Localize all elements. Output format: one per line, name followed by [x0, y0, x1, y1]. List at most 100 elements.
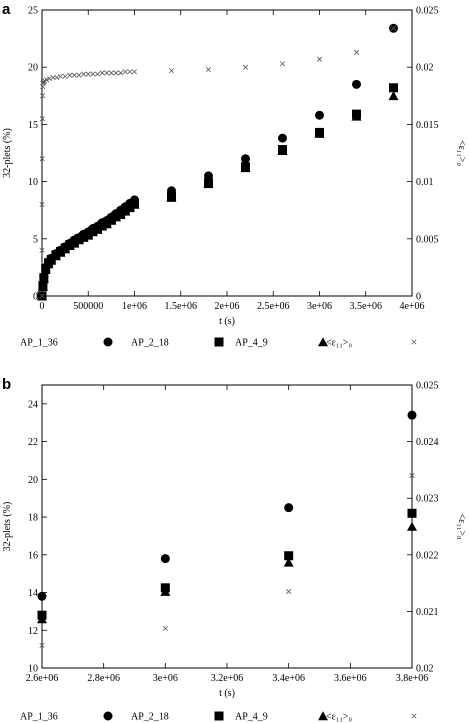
- p1-y2-axis-label: <ε₁₁>₀: [456, 514, 467, 540]
- p0-data-point: [76, 72, 82, 78]
- p1-legend-marker: [411, 713, 417, 719]
- p1-y-tick-label: 10: [28, 664, 38, 675]
- p0-y2-tick-label: 0.005: [416, 234, 439, 245]
- p1-y2-tick-label: 0.02: [416, 664, 434, 675]
- p0-data-point: [315, 110, 324, 120]
- p0-data-point: [241, 154, 250, 164]
- p0-y2-axis-label: <ε₁₁>₀: [456, 140, 467, 166]
- p1-x-tick-label: 2.8e+06: [87, 673, 120, 684]
- p1-x-tick-label: 3.2e+06: [211, 673, 244, 684]
- p0-y-tick-label: 15: [28, 120, 38, 131]
- p1-legend-label: AP_4_9: [235, 712, 268, 723]
- p1-series-3: [37, 521, 417, 624]
- p0-data-point: [40, 264, 51, 274]
- p1-legend-marker: [214, 711, 224, 721]
- p0-data-point: [57, 73, 64, 79]
- p0-legend-marker: [411, 339, 417, 345]
- p0-y-axis-label: 32-plets (%): [2, 128, 13, 178]
- panel-b-letter: b: [2, 376, 11, 393]
- p0-data-point: [127, 69, 133, 75]
- p0-data-point: [111, 212, 121, 222]
- p0-data-point: [46, 76, 52, 82]
- p0-x-tick-label: 4e+06: [399, 301, 424, 312]
- p0-y2-tick-label: 0.015: [416, 120, 439, 131]
- p1-y2-tick-label: 0.021: [416, 607, 439, 618]
- p1-data-point: [160, 586, 171, 596]
- p0-data-point: [85, 71, 91, 77]
- p0-data-point: [54, 74, 60, 81]
- p0-x-tick-label: 2.5e+06: [257, 301, 290, 312]
- p0-data-point: [78, 232, 89, 242]
- p0-data-point: [99, 70, 105, 76]
- p0-data-point: [39, 293, 45, 299]
- p0-data-point: [39, 201, 45, 208]
- p0-data-point: [389, 83, 398, 93]
- p0-data-point: [44, 77, 50, 83]
- p1-data-point: [160, 554, 170, 564]
- p0-data-point: [353, 49, 360, 55]
- p0-data-point: [69, 238, 80, 248]
- p0-legend-marker: [214, 337, 224, 347]
- p0-data-point: [240, 163, 251, 173]
- p0-y-tick-label: 5: [33, 234, 38, 245]
- p1-y2-tick-label: 0.025: [416, 381, 439, 392]
- p0-legend-marker: [318, 337, 328, 347]
- p0-data-point: [390, 25, 397, 31]
- p0-data-point: [39, 116, 45, 122]
- p0-y-tick-label: 25: [28, 6, 38, 17]
- p0-series-2: [37, 83, 398, 301]
- p0-x-tick-label: 3.5e+06: [349, 301, 382, 312]
- p1-legend: AP_1_36 AP_2_18 AP_4_9 <ε₁₁>₀: [20, 711, 417, 723]
- p0-data-point: [106, 215, 117, 225]
- p0-legend-label: AP_2_18: [131, 338, 169, 349]
- p0-data-point: [74, 235, 84, 245]
- p0-data-point: [351, 111, 362, 121]
- p0-data-point: [67, 72, 73, 78]
- p1-y-tick-label: 18: [28, 513, 38, 524]
- p0-data-point: [39, 247, 45, 253]
- p1-y-tick-label: 14: [28, 588, 38, 599]
- p0-data-point: [314, 128, 325, 138]
- p0-data-point: [277, 145, 288, 155]
- p0-data-point: [166, 192, 177, 202]
- p0-data-point: [131, 69, 138, 75]
- p1-data-point: [162, 625, 168, 631]
- p1-y-tick-label: 22: [28, 437, 38, 448]
- p0-x-tick-label: 500000: [73, 301, 103, 312]
- p0-y-tick-label: 10: [28, 177, 38, 188]
- p0-legend-marker: [103, 337, 113, 347]
- p0-data-point: [118, 70, 124, 76]
- p0-x-tick-label: 1.5e+06: [164, 301, 197, 312]
- p0-data-point: [92, 224, 103, 234]
- p1-x-tick-label: 3.6e+06: [334, 673, 367, 684]
- p0-data-point: [60, 244, 71, 254]
- p0-data-point: [278, 133, 287, 143]
- p0-data-point: [37, 282, 48, 292]
- p0-data-point: [38, 274, 49, 284]
- p0-data-point: [129, 199, 140, 209]
- p1-data-point: [37, 591, 47, 601]
- panel-a-letter: a: [2, 1, 11, 18]
- p0-x-axis-label: t (s): [219, 316, 235, 327]
- p0-y-tick-label: 0: [33, 292, 38, 303]
- p1-y2-tick-label: 0.022: [416, 550, 439, 561]
- p0-data-point: [101, 219, 112, 229]
- p0-data-point: [108, 70, 114, 76]
- p1-x-axis-label: t (s): [219, 688, 235, 699]
- panel-a-chart: 0 500000 1e+06 1.5e+06 2e+06 2.5e+06 3e+06 3.5e…: [2, 6, 467, 349]
- p0-legend-label: AP_1_36: [20, 338, 58, 349]
- p0-data-point: [122, 69, 128, 75]
- p1-series-2: [37, 508, 417, 620]
- p0-data-point: [55, 247, 66, 257]
- p0-data-point: [94, 71, 101, 77]
- p1-data-point: [284, 503, 294, 513]
- p0-plot-frame: [41, 9, 413, 297]
- p0-data-point: [104, 70, 110, 76]
- p0-data-point: [97, 221, 108, 231]
- p0-series-1: [37, 23, 398, 301]
- p1-x-tick-label: 2.6e+06: [26, 673, 59, 684]
- p0-data-point: [124, 203, 135, 213]
- p1-y2-tick-label: 0.023: [416, 494, 439, 505]
- p1-y-tick-label: 12: [28, 626, 38, 637]
- p1-data-point: [283, 557, 294, 567]
